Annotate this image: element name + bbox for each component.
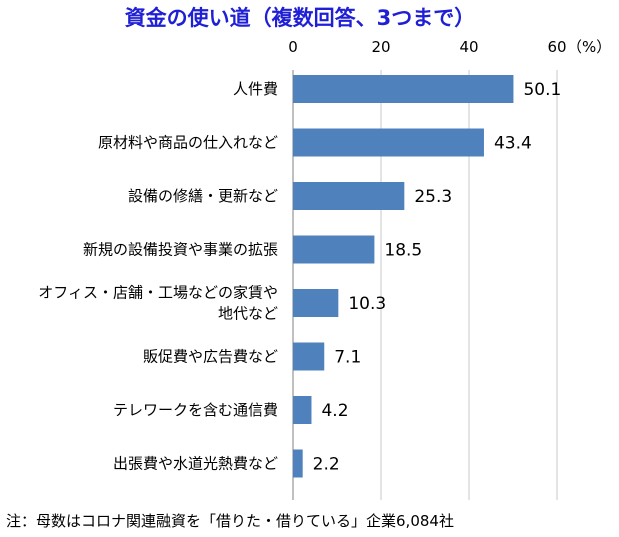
bar-value-label: 18.5 xyxy=(384,241,422,261)
bar-value-label: 4.2 xyxy=(321,401,348,421)
bar-value-label: 43.4 xyxy=(494,134,532,154)
x-tick-label: 40 xyxy=(459,38,478,56)
bar xyxy=(293,182,405,210)
category-label: 販促費や広告費など xyxy=(143,348,278,366)
bar-value-label: 10.3 xyxy=(348,294,386,314)
bars: 50.1 43.4 25.3 18.5 10.3 7.1 4.2 2.2 xyxy=(293,75,561,478)
category-label: 新規の設備投資や事業の拡張 xyxy=(83,241,278,259)
bar xyxy=(293,128,484,157)
bar xyxy=(293,342,325,371)
bar-value-label: 2.2 xyxy=(313,455,340,475)
chart-title: 資金の使い道（複数回答、3つまで） xyxy=(124,6,476,30)
category-labels: 人件費原材料や商品の仕入れなど設備の修繕・更新など新規の設備投資や事業の拡張オフ… xyxy=(38,80,278,473)
x-axis-unit-label: （%） xyxy=(567,38,611,56)
x-tick-label: 20 xyxy=(371,38,390,56)
x-axis-ticks: 0 20 40 60 （%） xyxy=(288,38,611,56)
bar xyxy=(293,289,339,317)
category-label: 人件費 xyxy=(233,80,278,98)
category-label: 地代など xyxy=(218,305,278,323)
bar xyxy=(293,75,514,103)
bar-value-label: 50.1 xyxy=(523,80,561,100)
x-tick-label: 0 xyxy=(288,38,298,56)
category-label: 原材料や商品の仕入れなど xyxy=(98,134,278,152)
bar xyxy=(293,396,312,424)
category-label: テレワークを含む通信費 xyxy=(113,401,278,419)
bar-value-label: 25.3 xyxy=(414,187,452,207)
chart-footnote: 注：母数はコロナ関連融資を「借りた・借りている」企業6,084社 xyxy=(6,512,454,530)
bar xyxy=(293,235,375,264)
x-tick-label: 60 xyxy=(547,38,566,56)
category-label: オフィス・店舗・工場などの家賃や xyxy=(38,284,278,302)
category-label: 出張費や水道光熱費など xyxy=(113,455,278,473)
bar-value-label: 7.1 xyxy=(334,348,361,368)
category-label: 設備の修繕・更新など xyxy=(128,187,278,205)
bar xyxy=(293,449,303,478)
